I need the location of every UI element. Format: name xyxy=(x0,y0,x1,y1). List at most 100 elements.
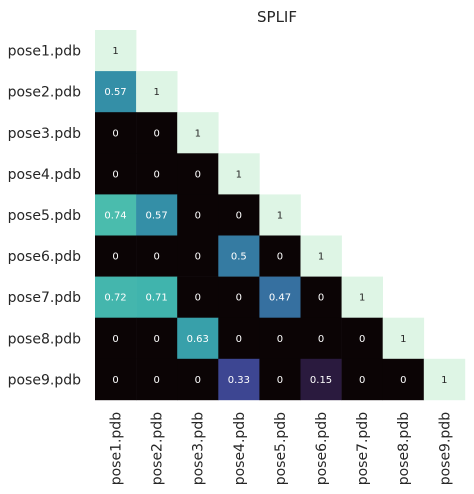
heatmap-cell-value-7-2: 0.71 xyxy=(146,293,168,304)
heatmap-cell-value-8-5: 0 xyxy=(277,334,283,345)
heatmap-cell-8-2 xyxy=(136,317,178,360)
heatmap-cell-8-5 xyxy=(259,317,301,360)
heatmap-cell-value-6-3: 0 xyxy=(195,252,201,263)
heatmap-cell-value-2-1: 0.57 xyxy=(104,87,126,98)
heatmap-cell-4-1 xyxy=(95,153,137,195)
heatmap-cell-8-6 xyxy=(300,317,342,360)
heatmap-cell-6-1 xyxy=(95,235,137,277)
heatmap-cell-6-2 xyxy=(136,235,178,277)
heatmap-cell-6-4 xyxy=(218,235,260,277)
heatmap-cell-value-5-3: 0 xyxy=(195,210,201,221)
heatmap-cell-value-6-5: 0 xyxy=(277,252,283,263)
heatmap-cell-value-2-2: 1 xyxy=(153,87,159,98)
heatmap-cell-value-4-1: 0 xyxy=(112,169,118,180)
y-tick-label-3: pose3.pdb xyxy=(8,126,81,142)
y-tick-label-8: pose8.pdb xyxy=(8,331,81,347)
y-tick-label-1: pose1.pdb xyxy=(8,44,81,60)
heatmap-cell-7-7 xyxy=(341,276,383,318)
heatmap-cell-8-4 xyxy=(218,317,260,360)
y-tick-label-7: pose7.pdb xyxy=(8,290,81,306)
heatmap-cell-value-8-4: 0 xyxy=(236,334,242,345)
heatmap-cell-value-8-1: 0 xyxy=(112,334,118,345)
heatmap-cell-value-7-5: 0.47 xyxy=(269,293,291,304)
heatmap-cell-value-1-1: 1 xyxy=(112,46,118,57)
y-tick-label-6: pose6.pdb xyxy=(8,249,81,265)
y-tick-label-2: pose2.pdb xyxy=(8,85,81,101)
heatmap-cell-7-3 xyxy=(177,276,219,318)
heatmap-cell-value-4-2: 0 xyxy=(153,169,159,180)
heatmap-cell-value-3-3: 1 xyxy=(195,128,201,139)
heatmap-cell-9-7 xyxy=(341,358,383,401)
heatmap-cell-value-6-4: 0.5 xyxy=(231,252,247,263)
heatmap-cell-6-3 xyxy=(177,235,219,277)
heatmap-cell-7-1 xyxy=(95,276,137,318)
heatmap-cell-9-4 xyxy=(218,358,260,401)
x-tick-label-8: pose8.pdb xyxy=(396,412,412,485)
heatmap-cell-7-5 xyxy=(259,276,301,318)
heatmap-cell-9-2 xyxy=(136,358,178,401)
heatmap-cell-6-5 xyxy=(259,235,301,277)
heatmap-cell-5-3 xyxy=(177,194,219,236)
y-tick-label-5: pose5.pdb xyxy=(8,208,81,224)
heatmap-cell-value-9-3: 0 xyxy=(195,375,201,386)
heatmap-cell-3-1 xyxy=(95,112,137,154)
heatmap-cell-value-7-7: 1 xyxy=(359,293,365,304)
heatmap-cell-2-2 xyxy=(136,71,178,113)
heatmap-cell-value-7-1: 0.72 xyxy=(104,293,126,304)
heatmap-cell-9-8 xyxy=(382,358,425,401)
heatmap-cell-value-6-1: 0 xyxy=(112,252,118,263)
heatmap-cell-value-7-4: 0 xyxy=(236,293,242,304)
x-tick-label-9: pose9.pdb xyxy=(437,412,453,485)
x-tick-label-2: pose2.pdb xyxy=(150,412,166,485)
heatmap-cell-value-7-6: 0 xyxy=(318,293,324,304)
heatmap-cell-value-9-5: 0 xyxy=(277,375,283,386)
heatmap-cell-value-4-4: 1 xyxy=(236,169,242,180)
heatmap-cell-value-5-2: 0.57 xyxy=(146,210,168,221)
heatmap-cell-7-6 xyxy=(300,276,342,318)
heatmap-cell-value-5-5: 1 xyxy=(277,210,283,221)
heatmap-cell-6-6 xyxy=(300,235,342,277)
y-tick-label-4: pose4.pdb xyxy=(8,167,81,183)
heatmap-cell-7-4 xyxy=(218,276,260,318)
heatmap-cell-value-8-6: 0 xyxy=(318,334,324,345)
heatmap-cell-9-1 xyxy=(95,358,137,401)
heatmap-cell-9-9 xyxy=(423,358,466,401)
heatmap-cell-1-1 xyxy=(95,30,137,72)
heatmap-cell-5-5 xyxy=(259,194,301,236)
heatmap-cell-9-3 xyxy=(177,358,219,401)
x-tick-label-7: pose7.pdb xyxy=(355,412,371,485)
x-tick-label-4: pose4.pdb xyxy=(232,412,248,485)
x-tick-label-5: pose5.pdb xyxy=(273,412,289,485)
heatmap-cell-value-7-3: 0 xyxy=(195,293,201,304)
heatmap-cell-8-1 xyxy=(95,317,137,360)
heatmap-cell-value-9-1: 0 xyxy=(112,375,118,386)
heatmap-cell-4-2 xyxy=(136,153,178,195)
heatmap-cell-value-5-4: 0 xyxy=(236,210,242,221)
heatmap-cell-value-9-4: 0.33 xyxy=(228,375,250,386)
x-tick-label-3: pose3.pdb xyxy=(191,412,207,485)
heatmap-cell-8-7 xyxy=(341,317,383,360)
heatmap-cell-5-2 xyxy=(136,194,178,236)
heatmap-cell-value-5-1: 0.74 xyxy=(104,210,126,221)
heatmap-cell-value-6-6: 1 xyxy=(318,252,324,263)
chart-title: SPLIF xyxy=(257,8,297,26)
heatmap-cell-8-8 xyxy=(382,317,425,360)
heatmap-cell-5-1 xyxy=(95,194,137,236)
heatmap-cell-value-8-7: 0 xyxy=(359,334,365,345)
heatmap-cell-3-3 xyxy=(177,112,219,154)
heatmap-cell-value-8-2: 0 xyxy=(153,334,159,345)
heatmap-cell-4-4 xyxy=(218,153,260,195)
heatmap-cell-value-4-3: 0 xyxy=(195,169,201,180)
heatmap-cells: 1 0.57 1 0 0 1 0 0 0 1 0.74 0.57 0 0 1 0 0 0 0.5 0 1 0.72 0.71… xyxy=(95,30,466,401)
heatmap-cell-5-4 xyxy=(218,194,260,236)
heatmap-cell-3-2 xyxy=(136,112,178,154)
heatmap-cell-8-3 xyxy=(177,317,219,360)
heatmap-cell-value-3-2: 0 xyxy=(153,128,159,139)
x-axis-tick-labels: pose1.pdb pose2.pdb pose3.pdb pose4.pdb pose… xyxy=(109,412,454,485)
heatmap-cell-value-8-3: 0.63 xyxy=(187,334,209,345)
heatmap-cell-2-1 xyxy=(95,71,137,113)
x-tick-label-6: pose6.pdb xyxy=(314,412,330,485)
heatmap-cell-value-3-1: 0 xyxy=(112,128,118,139)
heatmap-cell-value-9-9: 1 xyxy=(441,375,447,386)
